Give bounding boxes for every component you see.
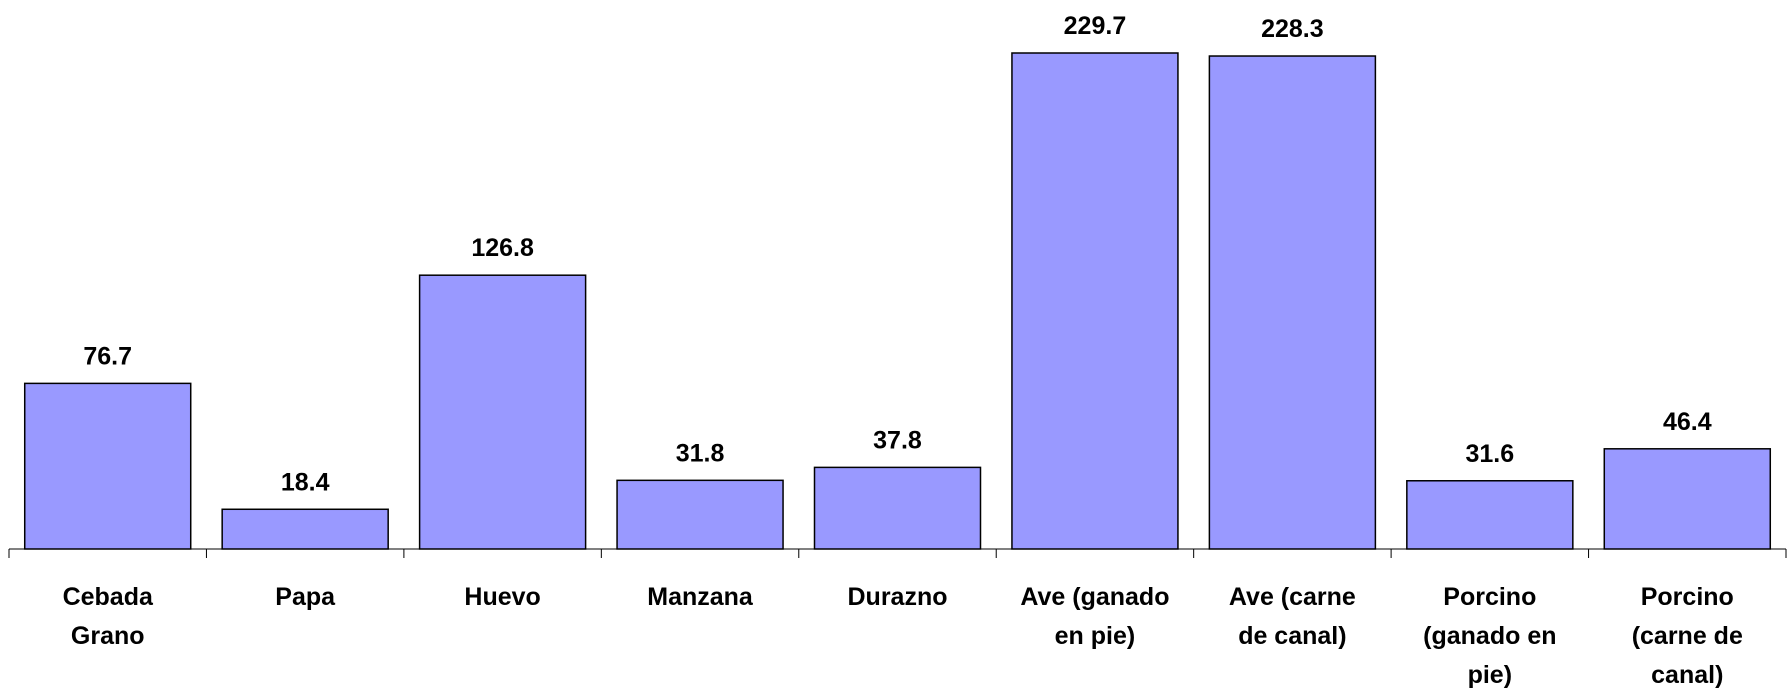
data-label: 126.8	[471, 234, 534, 262]
x-tick-label: Ave (ganado en pie)	[1020, 583, 1169, 650]
x-tick-label: Durazno	[848, 583, 948, 611]
bar	[418, 274, 587, 550]
bar	[1208, 55, 1377, 550]
data-label: 229.7	[1064, 12, 1127, 40]
bar	[23, 382, 192, 550]
data-label: 76.7	[83, 342, 132, 370]
x-tick-label: Porcino (carne de canal)	[1632, 583, 1743, 689]
data-label: 18.4	[281, 468, 330, 496]
bar	[616, 479, 784, 550]
data-label: 46.4	[1663, 408, 1712, 436]
x-tick-label: Papa	[275, 583, 336, 611]
bar	[1011, 52, 1179, 550]
x-tick-label: Cebada Grano	[63, 583, 154, 650]
bar	[813, 466, 982, 550]
bar	[1406, 480, 1574, 550]
data-label: 228.3	[1261, 15, 1324, 43]
data-label: 37.8	[873, 426, 922, 454]
bar	[221, 508, 389, 550]
data-label: 31.6	[1465, 440, 1514, 468]
x-tick-label: Huevo	[464, 583, 540, 611]
x-tick-label: Ave (carne de canal)	[1229, 583, 1356, 650]
x-tick-label: Manzana	[647, 583, 754, 611]
data-label: 31.8	[676, 439, 725, 467]
bar	[1603, 448, 1772, 550]
x-tick-label: Porcino (ganado en pie)	[1423, 583, 1556, 689]
